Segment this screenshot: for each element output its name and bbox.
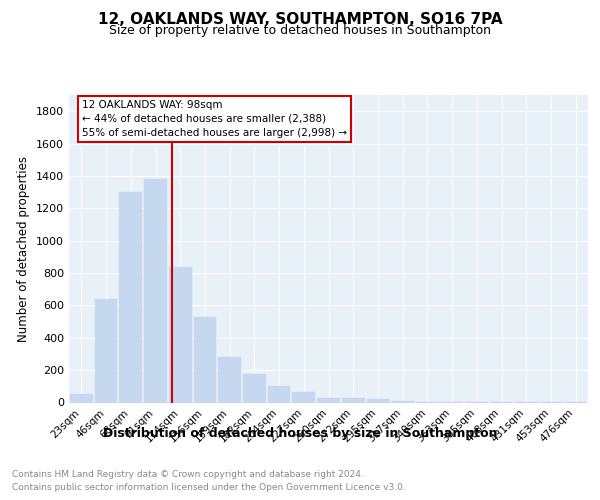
Bar [317, 398, 340, 402]
Text: Contains HM Land Registry data © Crown copyright and database right 2024.: Contains HM Land Registry data © Crown c… [12, 470, 364, 479]
Y-axis label: Number of detached properties: Number of detached properties [17, 156, 31, 342]
Bar [367, 400, 389, 402]
Bar [169, 266, 191, 402]
Bar [268, 386, 290, 402]
Bar [70, 394, 93, 402]
Text: Distribution of detached houses by size in Southampton: Distribution of detached houses by size … [103, 428, 497, 440]
Text: 12, OAKLANDS WAY, SOUTHAMPTON, SO16 7PA: 12, OAKLANDS WAY, SOUTHAMPTON, SO16 7PA [98, 12, 502, 28]
Bar [194, 316, 216, 402]
Bar [342, 398, 365, 402]
Bar [95, 299, 118, 403]
Text: Size of property relative to detached houses in Southampton: Size of property relative to detached ho… [109, 24, 491, 37]
Text: 12 OAKLANDS WAY: 98sqm
← 44% of detached houses are smaller (2,388)
55% of semi-: 12 OAKLANDS WAY: 98sqm ← 44% of detached… [82, 100, 347, 138]
Text: Contains public sector information licensed under the Open Government Licence v3: Contains public sector information licen… [12, 482, 406, 492]
Bar [391, 401, 414, 402]
Bar [292, 392, 315, 402]
Bar [218, 357, 241, 403]
Bar [119, 192, 142, 402]
Bar [144, 179, 167, 402]
Bar [243, 374, 266, 402]
